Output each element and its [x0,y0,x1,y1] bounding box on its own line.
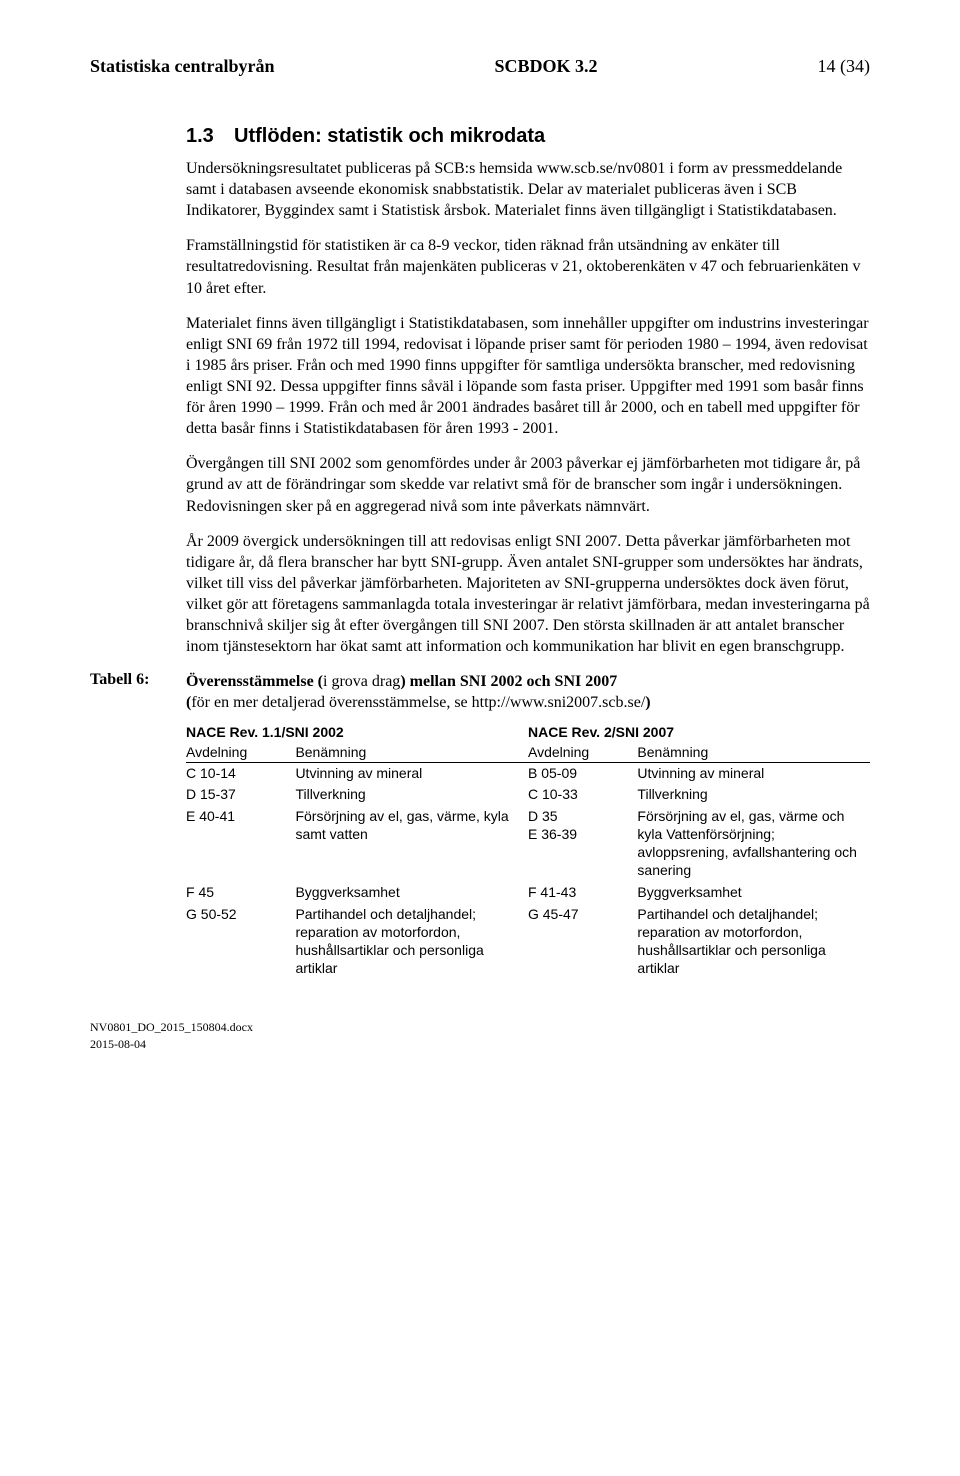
table-cell: Partihandel och detaljhandel; reparation… [295,904,528,980]
footer-date: 2015-08-04 [90,1036,870,1053]
table-row: E 40-41 Försörjning av el, gas, värme, k… [186,806,870,882]
table-group-header: NACE Rev. 1.1/SNI 2002 [186,720,528,742]
table-row: D 15-37 Tillverkning C 10-33 Tillverknin… [186,784,870,806]
table-cell: D 35 E 36-39 [528,806,637,882]
paragraph: Framställningstid för statistiken är ca … [186,235,870,298]
header-center: SCBDOK 3.2 [494,56,597,77]
paragraph: Övergången till SNI 2002 som genomfördes… [186,453,870,516]
table-cell: G 45-47 [528,904,637,980]
table-cell: Försörjning av el, gas, värme och kyla V… [637,806,870,882]
correspondence-table: NACE Rev. 1.1/SNI 2002 NACE Rev. 2/SNI 2… [186,720,870,980]
paragraph: Materialet finns även tillgängligt i Sta… [186,313,870,440]
table-group-header: NACE Rev. 2/SNI 2007 [528,720,870,742]
body-text: Undersökningsresultatet publiceras på SC… [186,158,870,657]
table-column-header: Benämning [295,742,528,763]
table-cell: Försörjning av el, gas, värme, kyla samt… [295,806,528,882]
table-cell: Utvinning av mineral [295,762,528,784]
table-column-header: Avdelning [186,742,295,763]
caption-text: ) mellan SNI 2002 och SNI 2007 [400,673,617,690]
table-row: F 45 Byggverksamhet F 41-43 Byggverksamh… [186,882,870,904]
paragraph: Undersökningsresultatet publiceras på SC… [186,158,870,221]
table-cell: E 40-41 [186,806,295,882]
table-cell: Utvinning av mineral [637,762,870,784]
table-cell: Tillverkning [637,784,870,806]
caption-text: Överensstämmelse ( [186,673,323,690]
table-row: C 10-14 Utvinning av mineral B 05-09 Utv… [186,762,870,784]
table-cell: Partihandel och detaljhandel; reparation… [637,904,870,980]
table-cell: Byggverksamhet [295,882,528,904]
caption-text: för en mer detaljerad överensstämmelse, … [191,694,645,711]
header-left: Statistiska centralbyrån [90,56,275,77]
table-cell: C 10-33 [528,784,637,806]
table-cell: Tillverkning [295,784,528,806]
table-column-header: Avdelning [528,742,637,763]
caption-text: ) [645,694,650,711]
table-cell: F 45 [186,882,295,904]
table-cell: B 05-09 [528,762,637,784]
table-cell: G 50-52 [186,904,295,980]
paragraph: År 2009 övergick undersökningen till att… [186,531,870,658]
section-title: Utflöden: statistik och mikrodata [234,125,545,148]
header-page-number: 14 (34) [818,56,871,77]
table-cell: Byggverksamhet [637,882,870,904]
table-caption: Överensstämmelse (i grova drag) mellan S… [186,671,651,713]
table-column-header: Benämning [637,742,870,763]
table-caption-row: Tabell 6: Överensstämmelse (i grova drag… [90,671,870,713]
page-footer: NV0801_DO_2015_150804.docx 2015-08-04 [90,1019,870,1053]
table-cell: D 15-37 [186,784,295,806]
footer-filename: NV0801_DO_2015_150804.docx [90,1019,870,1036]
table-cell: F 41-43 [528,882,637,904]
section-heading: 1.3 Utflöden: statistik och mikrodata [186,125,870,148]
table-cell: C 10-14 [186,762,295,784]
table-label: Tabell 6: [90,671,186,713]
caption-text: i grova drag [323,673,400,690]
section-number: 1.3 [186,125,234,148]
table-row: G 50-52 Partihandel och detaljhandel; re… [186,904,870,980]
page-header: Statistiska centralbyrån SCBDOK 3.2 14 (… [90,56,870,77]
